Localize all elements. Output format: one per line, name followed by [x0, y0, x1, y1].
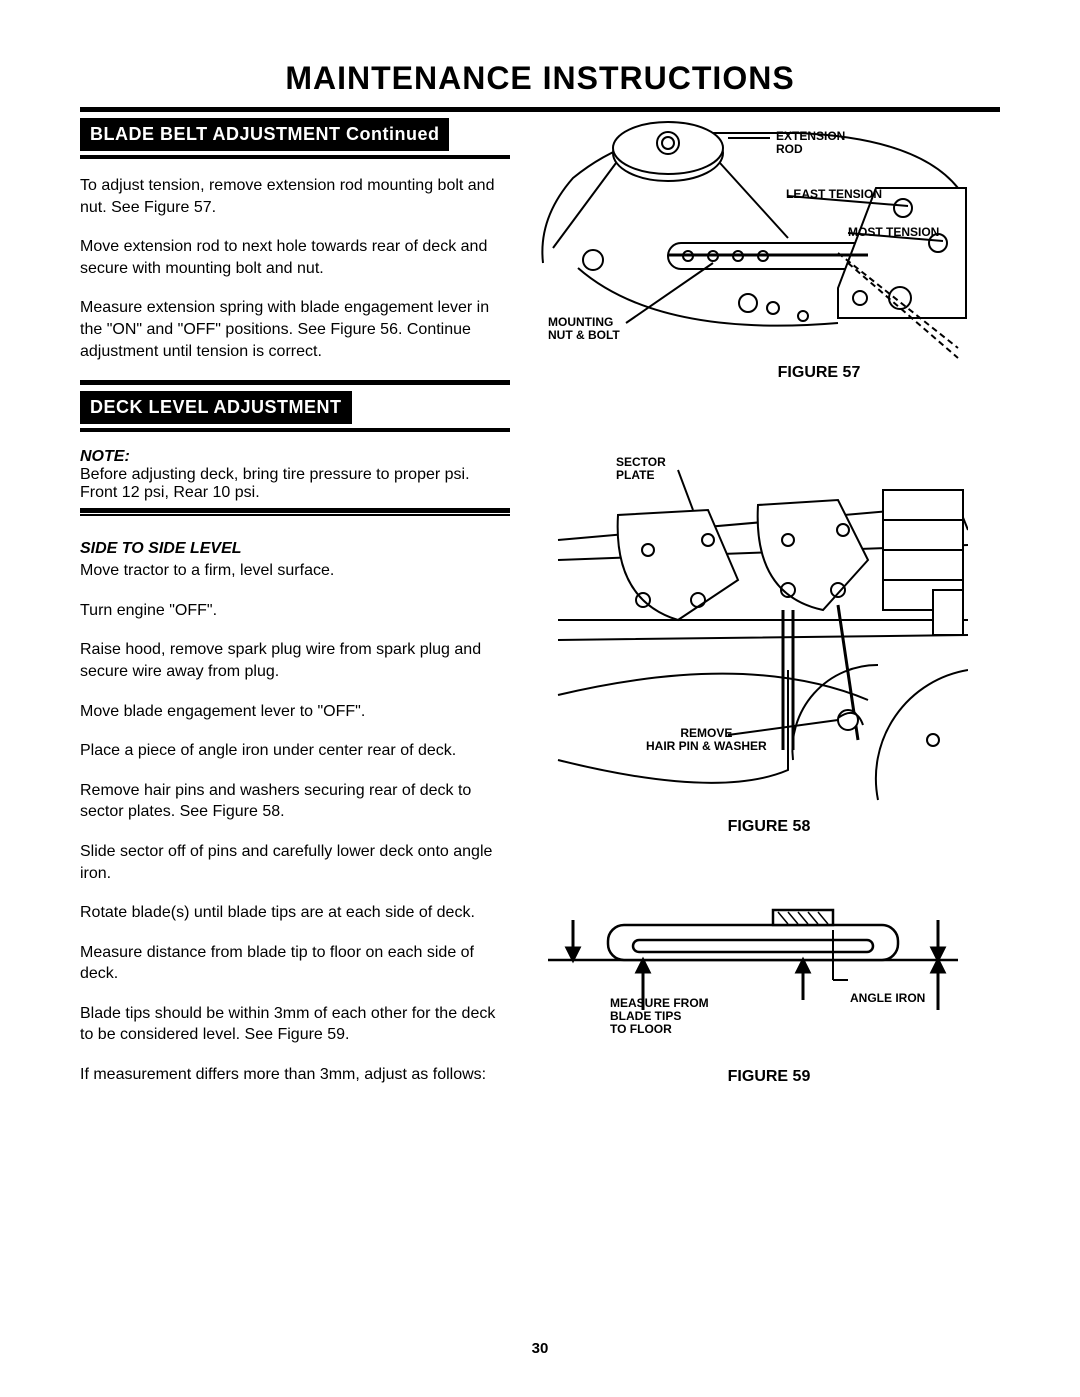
s2-p5: Place a piece of angle iron under center…	[80, 740, 510, 762]
right-column: EXTENSIONROD LEAST TENSION MOST TENSION …	[538, 118, 1000, 1114]
main-columns: BLADE BELT ADJUSTMENT Continued To adjus…	[80, 118, 1000, 1114]
section-heading-blade-belt: BLADE BELT ADJUSTMENT Continued	[80, 118, 449, 151]
s2-p8: Rotate blade(s) until blade tips are at …	[80, 902, 510, 924]
title-rule	[80, 107, 1000, 112]
page-title: MAINTENANCE INSTRUCTIONS	[80, 60, 1000, 97]
fig58-label-sector-plate: SECTORPLATE	[616, 456, 666, 482]
section1-underline	[80, 155, 510, 159]
fig57-label-most-tension: MOST TENSION	[848, 226, 939, 239]
fig57-caption: FIGURE 57	[638, 364, 1000, 382]
s2-p10: Blade tips should be within 3mm of each …	[80, 1003, 510, 1046]
s1-p3: Measure extension spring with blade enga…	[80, 297, 510, 362]
figure-58-svg	[538, 450, 968, 810]
page-number: 30	[0, 1340, 1080, 1357]
side-to-side-label: SIDE TO SIDE LEVEL	[80, 540, 510, 558]
figure-59-svg	[538, 900, 968, 1060]
s1-p1: To adjust tension, remove extension rod …	[80, 175, 510, 218]
fig57-label-mounting: MOUNTINGNUT & BOLT	[548, 316, 620, 342]
s2-p6: Remove hair pins and washers securing re…	[80, 780, 510, 823]
figure-57: EXTENSIONROD LEAST TENSION MOST TENSION …	[538, 118, 1000, 382]
figure-59: MEASURE FROMBLADE TIPSTO FLOOR ANGLE IRO…	[538, 900, 1000, 1086]
note-text: Before adjusting deck, bring tire pressu…	[80, 466, 470, 501]
section2-underline	[80, 428, 510, 432]
note-rule	[80, 508, 510, 516]
figure-57-svg	[538, 118, 968, 388]
fig59-caption: FIGURE 59	[538, 1068, 1000, 1086]
s2-p7: Slide sector off of pins and carefully l…	[80, 841, 510, 884]
s2-p9: Measure distance from blade tip to floor…	[80, 942, 510, 985]
fig59-label-angle-iron: ANGLE IRON	[850, 992, 925, 1005]
fig58-caption: FIGURE 58	[538, 818, 1000, 836]
s1-p2: Move extension rod to next hole towards …	[80, 236, 510, 279]
figure-58: SECTORPLATE REMOVEHAIR PIN & WASHER FIGU…	[538, 450, 1000, 836]
s2-p4: Move blade engagement lever to "OFF".	[80, 701, 510, 723]
section-heading-deck-level: DECK LEVEL ADJUSTMENT	[80, 391, 352, 424]
s2-p11: If measurement differs more than 3mm, ad…	[80, 1064, 510, 1086]
note-label: NOTE:	[80, 448, 130, 465]
fig59-label-measure: MEASURE FROMBLADE TIPSTO FLOOR	[610, 997, 709, 1037]
fig57-label-least-tension: LEAST TENSION	[786, 188, 882, 201]
fig58-label-remove: REMOVEHAIR PIN & WASHER	[646, 727, 767, 753]
s2-p1: Move tractor to a firm, level surface.	[80, 560, 510, 582]
left-column: BLADE BELT ADJUSTMENT Continued To adjus…	[80, 118, 510, 1114]
s2-p3: Raise hood, remove spark plug wire from …	[80, 639, 510, 682]
s2-p2: Turn engine "OFF".	[80, 600, 510, 622]
section-divider	[80, 380, 510, 385]
fig57-label-extension-rod: EXTENSIONROD	[776, 130, 845, 156]
note-block: NOTE: Before adjusting deck, bring tire …	[80, 448, 510, 502]
